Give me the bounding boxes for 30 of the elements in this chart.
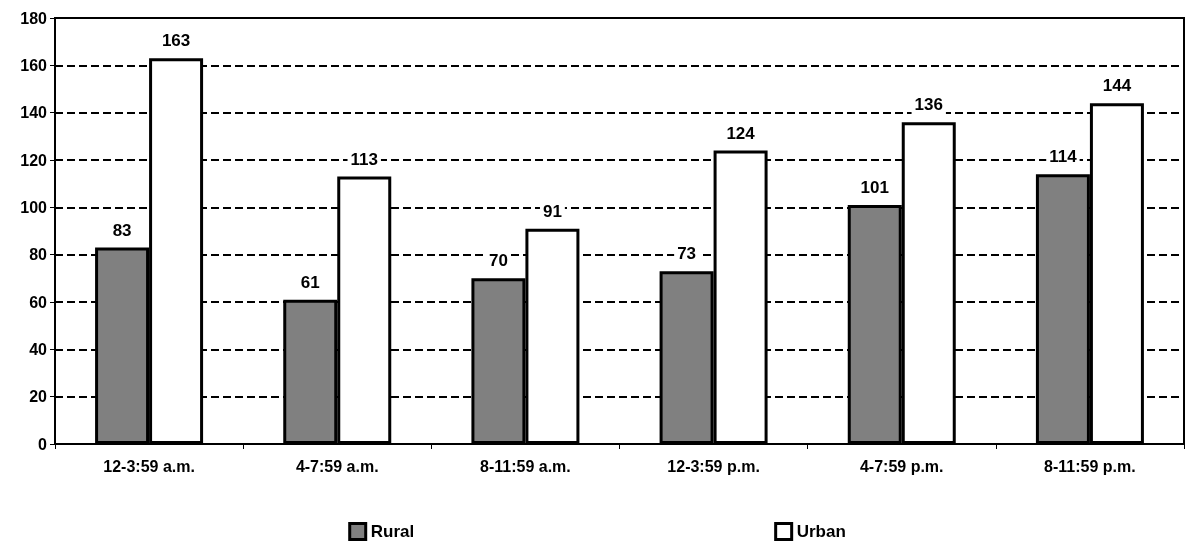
x-tick-label: 8-11:59 p.m.: [1044, 457, 1136, 475]
x-tick-label: 8-11:59 a.m.: [480, 457, 571, 475]
x-tick-label: 4-7:59 p.m.: [859, 457, 944, 475]
data-label: 101: [860, 177, 889, 197]
data-label: 83: [112, 220, 132, 240]
y-tick-label: 160: [20, 56, 48, 74]
legend-label: Rural: [370, 522, 415, 541]
y-tick-label: 180: [20, 9, 48, 27]
data-label: 124: [726, 123, 756, 143]
y-tick-label: 120: [20, 151, 48, 169]
y-tick-label: 60: [29, 293, 48, 311]
y-tick-label: 20: [29, 388, 48, 406]
x-tick-label: 12-3:59 a.m.: [103, 457, 195, 475]
data-label: 114: [1049, 147, 1078, 167]
data-label: 136: [914, 95, 943, 115]
y-tick-label: 40: [29, 340, 48, 358]
y-tick-label: 100: [20, 198, 48, 216]
legend-label: Urban: [796, 522, 846, 541]
data-label: 61: [300, 272, 320, 292]
x-tick-label: 12-3:59 p.m.: [667, 457, 760, 475]
y-tick-label: 80: [29, 246, 48, 264]
data-label: 91: [542, 201, 562, 221]
data-label: 113: [350, 149, 378, 169]
y-tick-label: 0: [38, 435, 48, 453]
data-label: 73: [677, 244, 697, 264]
data-label: 163: [161, 31, 191, 51]
data-label: 70: [488, 251, 508, 271]
x-tick-label: 4-7:59 a.m.: [295, 457, 379, 475]
y-tick-label: 140: [20, 104, 48, 122]
data-label: 144: [1102, 76, 1132, 96]
